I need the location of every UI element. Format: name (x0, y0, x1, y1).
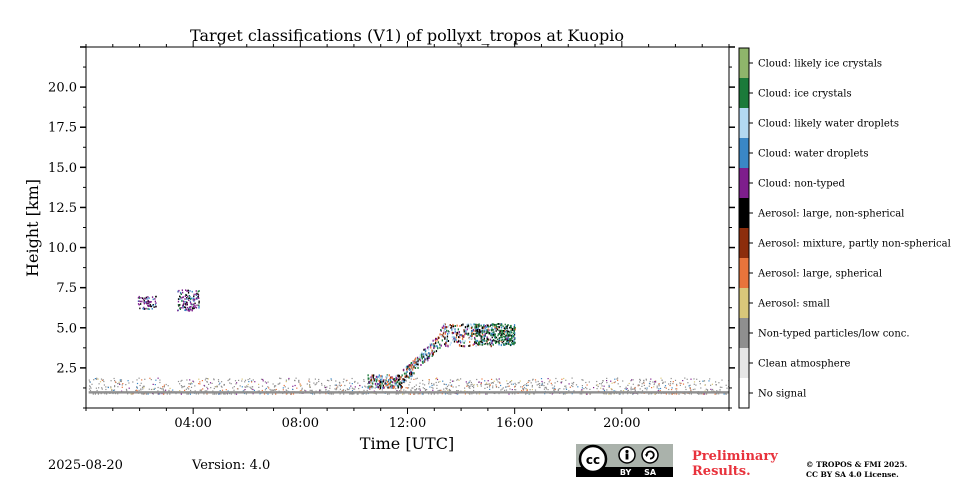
colorbar-label: Cloud: likely water droplets (758, 119, 899, 130)
cc-badge-text: BY SA (620, 468, 657, 477)
y-tick-label: 5.0 (56, 321, 77, 336)
x-tick-label: 20:00 (603, 416, 640, 431)
preliminary-line-1: Preliminary (692, 449, 778, 464)
colorbar-label: Cloud: likely ice crystals (758, 59, 882, 70)
x-tick-label: 08:00 (282, 416, 319, 431)
colorbar-swatch (739, 168, 749, 198)
colorbar-label: Aerosol: small (757, 299, 830, 310)
colorbar-swatch (739, 378, 749, 408)
y-tick-label: 10.0 (48, 241, 77, 256)
colorbar-label: Aerosol: mixture, partly non-spherical (757, 239, 951, 250)
colorbar-swatch (739, 198, 749, 228)
date-label: 2025-08-20 (48, 458, 123, 473)
x-tick-label: 12:00 (389, 416, 426, 431)
colorbar-swatch (739, 258, 749, 288)
colorbar-label: Non-typed particles/low conc. (758, 329, 910, 340)
y-tick-label: 7.5 (56, 281, 77, 296)
colorbar-swatch (739, 348, 749, 378)
colorbar-swatch (739, 318, 749, 348)
colorbar-swatch (739, 138, 749, 168)
colorbar-label: Cloud: non-typed (758, 179, 846, 190)
feature-near-surface-aerosol-layer (88, 377, 730, 395)
y-tick-label: 15.0 (48, 161, 77, 176)
colorbar-swatch (739, 48, 749, 78)
colorbar-label: Clean atmosphere (758, 359, 851, 370)
copyright-notice: © TROPOS & FMI 2025. CC BY SA 4.0 Licens… (806, 460, 907, 480)
colorbar-label: Cloud: water droplets (758, 149, 869, 160)
by-icon (618, 446, 636, 464)
sa-icon (641, 446, 659, 464)
colorbar-swatch (739, 288, 749, 318)
cc-license-badge: cc BY SA (576, 444, 673, 477)
colorbar-label: Cloud: ice crystals (758, 89, 852, 100)
copyright-line-1: © TROPOS & FMI 2025. (806, 460, 908, 469)
preliminary-results-label: Preliminary Results. (692, 449, 778, 479)
x-axis: 04:00 08:00 12:00 16:00 20:00 (85, 41, 730, 431)
y-tick-label: 17.5 (48, 121, 77, 136)
colorbar-label: No signal (758, 389, 806, 400)
colorbar-frame (738, 47, 750, 409)
chart-title: Target classifications (V1) of pollyxt_t… (190, 26, 624, 45)
feature-cloud-patch-1 (137, 295, 157, 310)
feature-cloud-patch-2 (177, 289, 200, 312)
colorbar-swatch (739, 228, 749, 258)
feature-cloud-layer (474, 323, 516, 346)
x-axis-label: Time [UTC] (360, 434, 454, 453)
y-tick-label: 2.5 (56, 361, 77, 376)
data-features (88, 289, 730, 395)
y-axis: 2.5 5.0 7.5 10.0 12.5 15.0 17.5 20.0 (48, 46, 735, 409)
colorbar-legend: No signal Clean atmosphere Non-typed parti… (738, 47, 951, 409)
colorbar-swatch (739, 78, 749, 108)
y-tick-label: 12.5 (48, 201, 77, 216)
x-tick-label: 04:00 (174, 416, 211, 431)
colorbar-swatch (739, 108, 749, 138)
y-axis-label: Height [km] (23, 179, 42, 277)
colorbar-label: Aerosol: large, non-spherical (757, 209, 904, 220)
x-tick-label: 16:00 (496, 416, 533, 431)
colorbar-label: Aerosol: large, spherical (757, 269, 882, 280)
preliminary-line-2: Results. (692, 464, 751, 479)
y-tick-label: 20.0 (48, 81, 77, 96)
copyright-line-2: CC BY SA 4.0 License. (806, 470, 899, 479)
version-label: Version: 4.0 (192, 458, 271, 473)
svg-text:cc: cc (586, 453, 600, 467)
plot-frame (85, 46, 730, 409)
